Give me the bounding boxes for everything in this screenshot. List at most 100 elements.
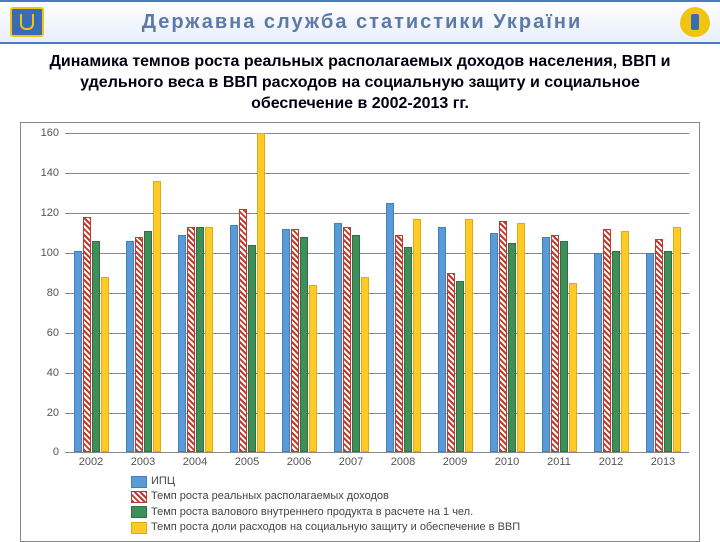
x-axis-label: 2002 — [79, 452, 103, 468]
legend: ИПЦТемп роста реальных располагаемых дох… — [131, 474, 520, 536]
bar-group: 2013 — [637, 133, 689, 452]
legend-label: Темп роста реальных располагаемых доходо… — [151, 489, 389, 504]
bar-group: 2004 — [169, 133, 221, 452]
x-axis-label: 2006 — [287, 452, 311, 468]
bar — [551, 235, 559, 452]
bar — [465, 219, 473, 452]
bar — [178, 235, 186, 452]
bar — [404, 247, 412, 452]
bar-group: 2005 — [221, 133, 273, 452]
bar — [230, 225, 238, 452]
header-bar: Державна служба статистики України — [0, 0, 720, 44]
bar — [205, 227, 213, 452]
bar — [386, 203, 394, 452]
bar — [438, 227, 446, 452]
y-axis-label: 80 — [47, 287, 65, 299]
legend-item: Темп роста реальных располагаемых доходо… — [131, 489, 520, 504]
bar — [499, 221, 507, 452]
x-axis-label: 2005 — [235, 452, 259, 468]
bar — [126, 241, 134, 452]
bar-group: 2002 — [65, 133, 117, 452]
bar — [646, 253, 654, 452]
bar — [196, 227, 204, 452]
bar-group: 2003 — [117, 133, 169, 452]
bar — [456, 281, 464, 452]
x-axis-label: 2012 — [599, 452, 623, 468]
bar — [542, 237, 550, 452]
bar — [291, 229, 299, 452]
legend-swatch — [131, 522, 147, 534]
bar — [664, 251, 672, 452]
bar — [655, 239, 663, 452]
x-axis-label: 2003 — [131, 452, 155, 468]
y-axis-label: 140 — [41, 167, 65, 179]
bar — [603, 229, 611, 452]
bar — [361, 277, 369, 452]
y-axis-label: 120 — [41, 207, 65, 219]
bar-group: 2008 — [377, 133, 429, 452]
bar — [248, 245, 256, 452]
bar — [101, 277, 109, 452]
bar — [621, 231, 629, 452]
trident-emblem-icon — [680, 7, 710, 37]
bar-group: 2011 — [533, 133, 585, 452]
bar — [352, 235, 360, 452]
y-axis-label: 160 — [41, 127, 65, 139]
bar — [257, 133, 265, 452]
bar — [447, 273, 455, 452]
y-axis-label: 20 — [47, 407, 65, 419]
chart-container: 0204060801001201401602002200320042005200… — [20, 122, 700, 542]
y-axis-label: 40 — [47, 367, 65, 379]
legend-item: ИПЦ — [131, 474, 520, 489]
bar — [395, 235, 403, 452]
x-axis-label: 2004 — [183, 452, 207, 468]
x-axis-label: 2009 — [443, 452, 467, 468]
bar — [92, 241, 100, 452]
legend-label: Темп роста доли расходов на социальную з… — [151, 520, 520, 535]
bar — [508, 243, 516, 452]
y-axis-label: 100 — [41, 247, 65, 259]
bar — [282, 229, 290, 452]
bar — [343, 227, 351, 452]
legend-item: Темп роста доли расходов на социальную з… — [131, 520, 520, 535]
bar — [673, 227, 681, 452]
bar-group: 2006 — [273, 133, 325, 452]
bar — [490, 233, 498, 452]
bar-group: 2012 — [585, 133, 637, 452]
bar-group: 2007 — [325, 133, 377, 452]
y-axis-label: 60 — [47, 327, 65, 339]
bar-group: 2009 — [429, 133, 481, 452]
legend-swatch — [131, 491, 147, 503]
bar — [594, 253, 602, 452]
x-axis-label: 2007 — [339, 452, 363, 468]
bar — [187, 227, 195, 452]
bar — [569, 283, 577, 452]
legend-label: ИПЦ — [151, 474, 175, 489]
x-axis-label: 2013 — [651, 452, 675, 468]
legend-swatch — [131, 476, 147, 488]
bar — [517, 223, 525, 452]
legend-label: Темп роста валового внутреннего продукта… — [151, 505, 473, 520]
x-axis-label: 2011 — [547, 452, 571, 468]
bar — [612, 251, 620, 452]
bar — [413, 219, 421, 452]
header-title: Державна служба статистики України — [44, 11, 680, 34]
bar — [153, 181, 161, 452]
x-axis-label: 2008 — [391, 452, 415, 468]
plot-area: 0204060801001201401602002200320042005200… — [65, 133, 689, 453]
legend-item: Темп роста валового внутреннего продукта… — [131, 505, 520, 520]
bar — [239, 209, 247, 452]
state-emblem-icon — [10, 7, 44, 37]
bar — [300, 237, 308, 452]
chart-title: Динамика темпов роста реальных располага… — [0, 44, 720, 118]
bar — [74, 251, 82, 452]
bar — [309, 285, 317, 452]
legend-swatch — [131, 506, 147, 518]
x-axis-label: 2010 — [495, 452, 519, 468]
bar — [560, 241, 568, 452]
bar-group: 2010 — [481, 133, 533, 452]
bar — [135, 237, 143, 452]
bar — [144, 231, 152, 452]
y-axis-label: 0 — [53, 446, 65, 458]
bar — [83, 217, 91, 452]
